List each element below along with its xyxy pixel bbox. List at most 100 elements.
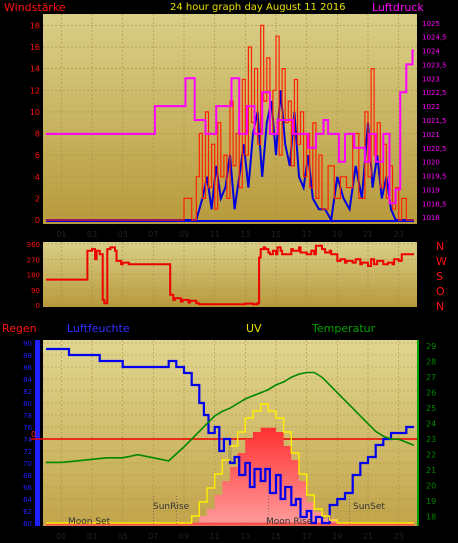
- temperature-y-tick: 26: [426, 389, 436, 398]
- series-wind_gust: [46, 24, 414, 221]
- wind-x-tick: 03: [87, 230, 97, 239]
- climate-x-tick: 11: [210, 532, 220, 541]
- pressure-y-tick: 1025: [422, 20, 440, 28]
- wind-y-tick: 2: [35, 194, 40, 203]
- pressure-y-tick: 1023,5: [422, 61, 447, 69]
- direction-plot-area: [43, 242, 417, 307]
- uv-label: UV: [246, 322, 262, 335]
- humidity-y-tick: 70: [23, 460, 32, 468]
- humidity-y-tick: 90: [23, 340, 32, 348]
- dir-letter-n-top: N: [436, 240, 444, 253]
- humidity-y-tick: 60: [23, 520, 32, 528]
- humidity-y-tick: 62: [23, 508, 32, 516]
- wind-x-tick: 11: [210, 230, 220, 239]
- temperature-y-tick: 23: [426, 435, 436, 444]
- temperature-y-tick: 25: [426, 404, 436, 413]
- wind-x-tick: 13: [240, 230, 250, 239]
- annotation-sunrise: SunRise: [153, 502, 190, 512]
- wind-x-tick: 21: [363, 230, 373, 239]
- humidity-y-tick: 80: [23, 400, 32, 408]
- humidity-y-tick: 68: [23, 472, 32, 480]
- temperature-y-tick: 24: [426, 420, 436, 429]
- wind-x-tick: 15: [271, 230, 281, 239]
- wind-x-tick: 17: [302, 230, 312, 239]
- climate-x-tick: 23: [394, 532, 404, 541]
- humidity-axis-bar: [35, 340, 40, 526]
- pressure-axis-label: Luftdruck: [372, 1, 424, 14]
- series-humidity: [46, 347, 414, 525]
- humidity-y-tick: 72: [23, 448, 32, 456]
- humidity-y-tick: 66: [23, 484, 32, 492]
- pressure-y-tick: 1020,5: [422, 145, 447, 153]
- pressure-y-tick: 1024: [422, 48, 440, 56]
- wind-x-tick: 19: [332, 230, 342, 239]
- wind-y-tick: 8: [35, 130, 40, 139]
- pressure-y-tick: 1022,5: [422, 89, 447, 97]
- humidity-axis-label: Luftfeuchte: [67, 322, 130, 335]
- series-uv: [46, 403, 414, 524]
- series-temperature: [46, 371, 415, 464]
- wind-chart-title: 24 hour graph day August 11 2016: [170, 2, 346, 13]
- direction-y-tick: 0: [36, 302, 40, 310]
- wind-y-tick: 4: [35, 173, 40, 182]
- temperature-y-tick: 21: [426, 466, 436, 475]
- direction-y-tick: 360: [27, 241, 40, 249]
- wind-y-tick: 16: [30, 43, 40, 52]
- pressure-y-tick: 1019,5: [422, 173, 447, 181]
- rain-axis-label: Regen: [2, 322, 37, 335]
- humidity-y-tick: 88: [23, 352, 32, 360]
- annotation-sunset: SunSet: [353, 502, 385, 512]
- wind-y-tick: 12: [30, 86, 40, 95]
- rain-axis-zero: 0: [31, 430, 36, 439]
- climate-x-tick: 13: [240, 532, 250, 541]
- climate-x-tick: 15: [271, 532, 281, 541]
- humidity-y-tick: 74: [23, 436, 32, 444]
- climate-x-tick: 17: [302, 532, 312, 541]
- pressure-y-tick: 1018: [422, 214, 440, 222]
- wind-axis-label: Windstärke: [4, 1, 66, 14]
- temperature-y-tick: 27: [426, 373, 436, 382]
- humidity-y-tick: 84: [23, 376, 32, 384]
- wind-y-tick: 10: [30, 108, 40, 117]
- temperature-y-tick: 20: [426, 482, 436, 491]
- temperature-y-tick: 22: [426, 451, 436, 460]
- direction-y-tick: 90: [31, 287, 40, 295]
- dir-letter-w: W: [436, 255, 447, 268]
- direction-y-tick: 270: [27, 256, 40, 264]
- temperature-y-tick: 18: [426, 513, 436, 522]
- series-solar: [46, 427, 414, 523]
- pressure-y-tick: 1021,5: [422, 117, 447, 125]
- pressure-y-tick: 1020: [422, 159, 440, 167]
- dir-letter-o: O: [436, 285, 445, 298]
- wind-y-tick: 14: [30, 65, 40, 74]
- climate-x-tick: 09: [179, 532, 189, 541]
- pressure-y-tick: 1022: [422, 103, 440, 111]
- annotation-moon-rise: Moon Rise: [266, 517, 313, 527]
- pressure-y-tick: 1024,5: [422, 34, 447, 42]
- series-wind_avg: [46, 90, 414, 224]
- climate-x-tick: 19: [332, 532, 342, 541]
- direction-y-tick: 180: [27, 272, 40, 280]
- pressure-y-tick: 1019: [422, 186, 440, 194]
- pressure-y-tick: 1023: [422, 75, 440, 83]
- climate-x-tick: 07: [148, 532, 158, 541]
- temperature-y-tick: 29: [426, 342, 436, 351]
- climate-x-tick: 01: [56, 532, 66, 541]
- dir-letter-s: S: [436, 270, 443, 283]
- wind-x-tick: 09: [179, 230, 189, 239]
- temperature-y-tick: 28: [426, 358, 436, 367]
- humidity-y-tick: 86: [23, 364, 32, 372]
- humidity-y-tick: 64: [23, 496, 32, 504]
- humidity-y-tick: 82: [23, 388, 32, 396]
- wind-x-tick: 23: [394, 230, 404, 239]
- series-direction: [46, 244, 414, 306]
- humidity-y-tick: 78: [23, 412, 32, 420]
- wind-y-tick: 18: [30, 21, 40, 30]
- dir-letter-n-bottom: N: [436, 300, 444, 313]
- wind-x-tick: 07: [148, 230, 158, 239]
- wind-x-tick: 01: [56, 230, 66, 239]
- climate-x-tick: 21: [363, 532, 373, 541]
- series-pressure: [46, 49, 414, 205]
